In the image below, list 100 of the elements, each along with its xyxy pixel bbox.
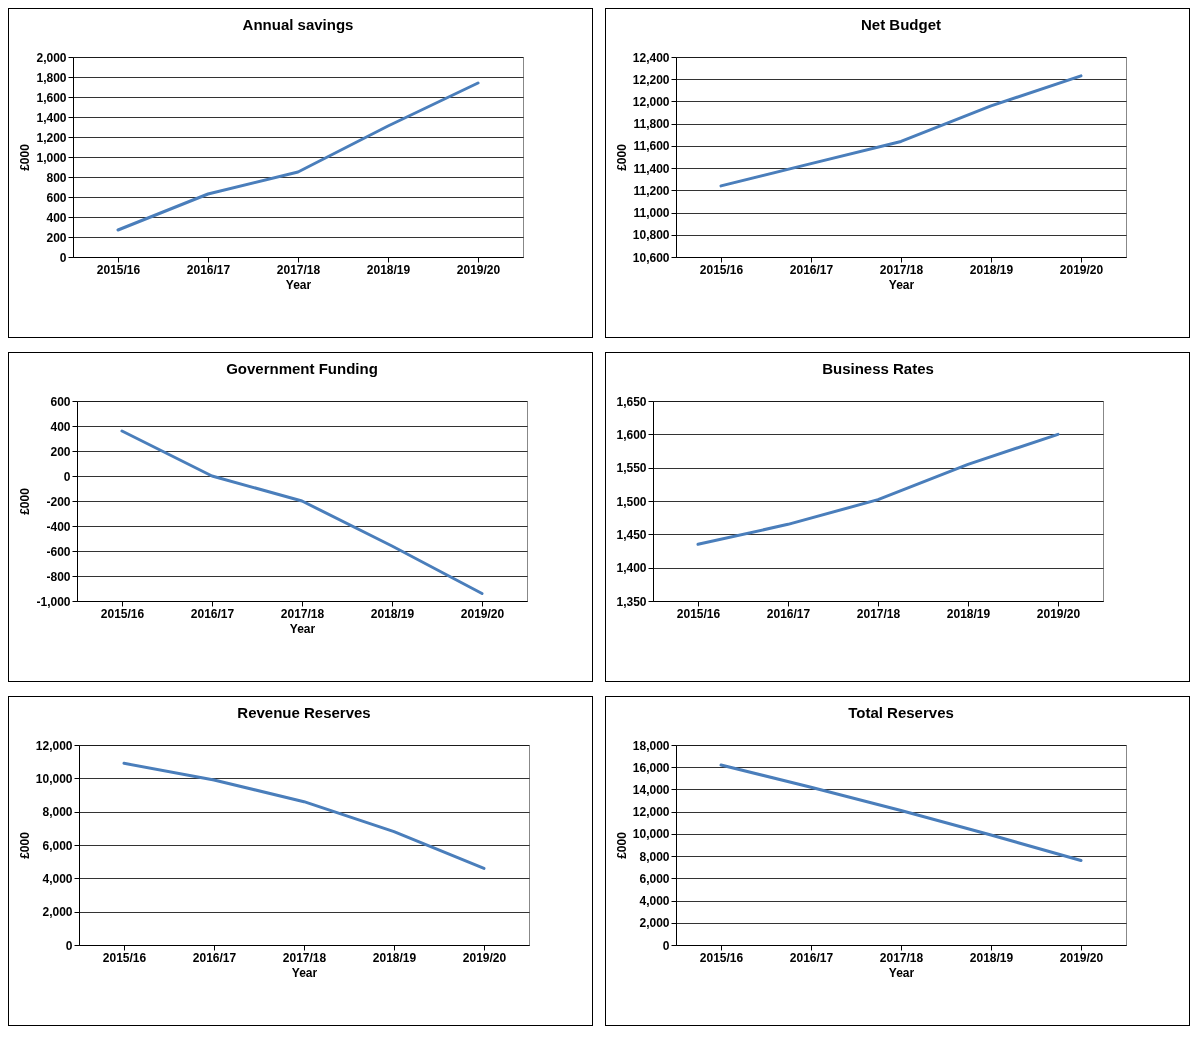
y-tick-label: 0 (662, 938, 670, 953)
y-tick-label: -600 (46, 544, 71, 559)
y-tick-label: 1,550 (616, 461, 647, 476)
y-tick-label: 0 (63, 469, 71, 484)
y-tick-label: 1,450 (616, 527, 647, 542)
x-tick-label: 2019/20 (460, 606, 505, 621)
y-tick-label: 1,600 (616, 427, 647, 442)
x-tick-label: 2018/19 (366, 262, 411, 277)
x-tick-label: 2019/20 (456, 262, 501, 277)
x-tick-label: 2016/17 (789, 950, 834, 965)
y-tick-label: 12,400 (632, 50, 670, 65)
y-tick-label: 2,000 (42, 905, 73, 920)
y-tick-label: 16,000 (632, 760, 670, 775)
chart-title: Annual savings (242, 16, 354, 33)
y-tick-label: 200 (46, 230, 67, 245)
x-tick-label: 2015/16 (676, 606, 721, 621)
y-axis-title: £000 (18, 143, 33, 171)
y-tick-label: 600 (50, 394, 71, 409)
x-tick-label: 2015/16 (96, 262, 141, 277)
y-tick-label: 1,600 (36, 90, 67, 105)
line-series (122, 761, 486, 870)
y-tick-label: 1,000 (36, 150, 67, 165)
y-tick-label: 200 (50, 444, 71, 459)
y-tick-label: 6,000 (639, 871, 670, 886)
y-tick-label: 4,000 (639, 894, 670, 909)
y-tick-label: 11,800 (633, 117, 670, 132)
y-tick-label: 2,000 (36, 50, 67, 65)
x-tick-label: 2016/17 (766, 606, 811, 621)
y-tick-label: 400 (50, 419, 71, 434)
y-tick-label: 1,350 (616, 594, 647, 609)
x-tick-label: 2016/17 (186, 262, 231, 277)
y-axis-title: £000 (17, 831, 32, 859)
y-tick-label: 1,650 (616, 394, 647, 409)
chart-title: Total Reserves (848, 704, 954, 721)
y-tick-label: 11,400 (633, 161, 670, 176)
x-tick-label: 2019/20 (1059, 950, 1104, 965)
y-tick-label: 600 (46, 190, 67, 205)
y-tick-label: 12,000 (632, 94, 670, 109)
y-tick-label: 400 (46, 210, 67, 225)
x-tick-label: 2018/19 (370, 606, 415, 621)
y-tick-label: 12,200 (632, 72, 670, 87)
x-tick-label: 2018/19 (969, 950, 1014, 965)
y-tick-label: 1,200 (36, 130, 67, 145)
x-tick-label: 2015/16 (699, 262, 744, 277)
chart-title: Revenue Reserves (237, 704, 371, 721)
x-tick-label: 2019/20 (1036, 606, 1081, 621)
x-tick-label: 2017/18 (280, 606, 325, 621)
x-tick-label: 2018/19 (372, 950, 417, 965)
y-tick-label: -200 (46, 494, 71, 509)
y-tick-label: 6,000 (42, 838, 73, 853)
chart-title: Government Funding (226, 360, 378, 377)
y-tick-label: 10,600 (632, 250, 670, 265)
y-tick-label: 1,400 (36, 110, 67, 125)
y-tick-label: 8,000 (42, 805, 73, 820)
y-axis-title: £000 (614, 831, 629, 859)
y-tick-label: 10,000 (632, 827, 670, 842)
y-tick-label: 8,000 (639, 849, 670, 864)
x-tick-label: 2015/16 (102, 950, 147, 965)
y-tick-label: 800 (46, 170, 67, 185)
x-tick-label: 2019/20 (1059, 262, 1104, 277)
y-tick-label: 2,000 (639, 916, 670, 931)
x-tick-label: 2016/17 (789, 262, 834, 277)
line-series (719, 763, 1083, 863)
y-tick-label: 11,000 (633, 206, 670, 221)
line-series (696, 432, 1060, 546)
y-tick-label: -800 (46, 569, 71, 584)
x-tick-label: 2018/19 (969, 262, 1014, 277)
line-series (120, 429, 484, 595)
x-tick-label: 2019/20 (462, 950, 507, 965)
y-tick-label: 14,000 (632, 782, 670, 797)
line-series (116, 81, 480, 232)
x-tick-label: 2015/16 (100, 606, 145, 621)
y-tick-label: 4,000 (42, 871, 73, 886)
x-axis-title: Year (888, 965, 915, 980)
y-axis-title: £000 (614, 143, 629, 171)
y-tick-label: 18,000 (632, 738, 670, 753)
y-axis-title: £000 (18, 487, 33, 515)
y-tick-label: 10,000 (35, 771, 73, 786)
y-tick-label: 11,200 (633, 183, 670, 198)
x-tick-label: 2017/18 (856, 606, 901, 621)
y-tick-label: 12,000 (632, 805, 670, 820)
chart-title: Business Rates (822, 360, 934, 377)
y-tick-label: 0 (59, 250, 67, 265)
x-axis-title: Year (285, 277, 312, 292)
chart-title: Net Budget (861, 16, 941, 33)
x-tick-label: 2017/18 (879, 262, 924, 277)
line-series (719, 74, 1083, 188)
x-tick-label: 2017/18 (282, 950, 327, 965)
y-tick-label: -400 (46, 519, 71, 534)
y-tick-label: -1,000 (36, 594, 71, 609)
y-tick-label: 12,000 (35, 738, 73, 753)
x-axis-title: Year (888, 277, 915, 292)
y-tick-label: 11,600 (633, 139, 670, 154)
y-tick-label: 0 (65, 938, 73, 953)
x-tick-label: 2016/17 (192, 950, 237, 965)
x-tick-label: 2017/18 (879, 950, 924, 965)
x-tick-label: 2015/16 (699, 950, 744, 965)
y-tick-label: 1,400 (616, 561, 647, 576)
y-tick-label: 10,800 (632, 228, 670, 243)
x-axis-title: Year (291, 965, 318, 980)
